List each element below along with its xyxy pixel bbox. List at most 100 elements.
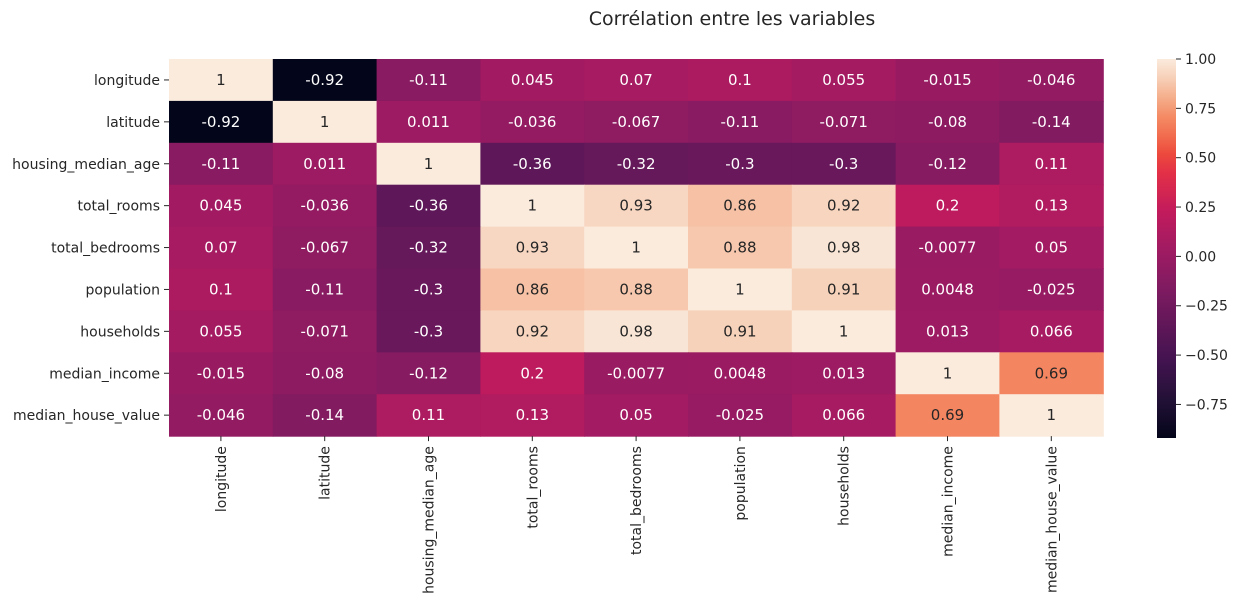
heatmap-cell [999, 352, 1104, 395]
heatmap-cell [999, 59, 1104, 102]
cell-value-label: -0.32 [409, 239, 448, 257]
heatmap-cell [999, 142, 1104, 186]
cell-value-label: -0.14 [305, 406, 344, 424]
heatmap-cell [480, 142, 585, 186]
cell-value-label: 0.69 [931, 406, 964, 424]
heatmap-cell [272, 142, 378, 186]
column-label: total_bedrooms [629, 446, 645, 555]
row-labels: longitude latitude housing_median_agetotal… [12, 73, 169, 424]
heatmap-cell [584, 226, 689, 270]
cell-value-label: -0.36 [409, 197, 448, 215]
heatmap-cell [584, 100, 689, 144]
heatmap-cell [791, 100, 897, 144]
cell-value-label: 0.013 [822, 364, 865, 382]
heatmap-cell [791, 59, 897, 102]
heatmap-cell [791, 352, 897, 395]
colorbar-tick-label: 0.75 [1185, 101, 1216, 117]
cell-value-label: -0.015 [923, 71, 971, 89]
cell-value-label: 0.92 [827, 197, 860, 215]
row-label: median_house_value [13, 408, 160, 424]
cell-value-label: 0.13 [1035, 197, 1068, 215]
row-label: housing_median_age [12, 157, 160, 173]
heatmap-cell [999, 310, 1104, 353]
heatmap-cell [688, 394, 793, 437]
cell-value-label: 0.13 [516, 406, 549, 424]
cell-value-label: 0.011 [303, 155, 346, 173]
cell-value-label: 1 [839, 322, 849, 340]
column-labels: longitude latitude housing_median_age total… [214, 436, 1060, 594]
heatmap-cell [376, 226, 481, 270]
column-label: housing_median_age [422, 446, 438, 594]
row-label: median_income [49, 366, 160, 382]
heatmap-cell [999, 100, 1104, 144]
heatmap-cell [376, 100, 481, 144]
heatmap-cell [688, 268, 793, 311]
heatmap-cell [169, 184, 274, 228]
cell-value-label: 0.2 [936, 197, 960, 215]
heatmap-cell [169, 226, 274, 270]
heatmap-cell [169, 394, 274, 437]
heatmap-cell [584, 59, 689, 102]
column-label: longitude [214, 446, 230, 512]
cell-value-label: -0.0077 [607, 364, 665, 382]
heatmap-cell [791, 184, 897, 228]
heatmap-cell [895, 59, 1000, 102]
heatmap-cell [376, 268, 481, 311]
cell-value-label: 1 [631, 239, 641, 257]
cell-value-label: -0.071 [820, 113, 868, 131]
heatmap-cell [480, 394, 585, 437]
cell-value-label: 0.93 [516, 239, 549, 257]
heatmap-cell [480, 59, 585, 102]
heatmap-cell [272, 100, 378, 144]
cell-value-label: -0.071 [301, 322, 349, 340]
cell-value-label: 0.92 [516, 322, 549, 340]
heatmap-cell [895, 184, 1000, 228]
heatmap-cell [272, 352, 378, 395]
column-label: population [733, 446, 749, 520]
heatmap-cell [688, 184, 793, 228]
cell-value-label: -0.036 [301, 197, 349, 215]
heatmap-cell [376, 59, 481, 102]
cell-value-label: -0.046 [197, 406, 245, 424]
cell-value-label: -0.025 [716, 406, 764, 424]
colorbar-tick-label: −0.50 [1185, 348, 1228, 364]
heatmap-cell [688, 59, 793, 102]
cell-value-label: 0.055 [822, 71, 865, 89]
heatmap-cell [791, 310, 897, 353]
cell-value-label: -0.0077 [919, 239, 977, 257]
heatmap-cell [272, 184, 378, 228]
heatmap-cell [272, 226, 378, 270]
cell-value-label: 0.93 [619, 197, 652, 215]
colorbar-tick-label: 0.25 [1185, 200, 1216, 216]
heatmap-cell [895, 142, 1000, 186]
cell-value-label: -0.32 [617, 155, 656, 173]
cell-value-label: 0.045 [511, 71, 554, 89]
heatmap-cell [480, 268, 585, 311]
cell-value-label: 0.05 [619, 406, 652, 424]
column-label: latitude [318, 446, 334, 500]
heatmap-cell [688, 352, 793, 395]
heatmap-cell [895, 100, 1000, 144]
heatmap-cell [584, 184, 689, 228]
cell-value-label: 0.88 [723, 239, 756, 257]
heatmap-cell [584, 268, 689, 311]
cell-value-label: 0.066 [822, 406, 865, 424]
heatmap-cell [895, 394, 1000, 437]
colorbar-tick-label: 0.50 [1185, 151, 1216, 167]
heatmap-cell [169, 59, 274, 102]
cell-value-label: 0.07 [204, 239, 237, 257]
cell-value-label: 0.98 [619, 322, 652, 340]
heatmap-cell [584, 142, 689, 186]
cell-value-label: 1 [528, 197, 538, 215]
cell-value-label: -0.14 [1032, 113, 1071, 131]
heatmap-cell [999, 268, 1104, 311]
cell-value-label: -0.3 [414, 280, 443, 298]
cell-value-label: 1 [943, 364, 953, 382]
heatmap-cell [169, 100, 274, 144]
cell-value-label: 1 [424, 155, 434, 173]
colorbar-tick-label: 1.00 [1185, 52, 1216, 68]
heatmap-cell [272, 59, 378, 102]
cell-value-label: -0.025 [1027, 280, 1075, 298]
cell-value-label: 1 [735, 280, 745, 298]
cell-value-label: -0.3 [829, 155, 858, 173]
